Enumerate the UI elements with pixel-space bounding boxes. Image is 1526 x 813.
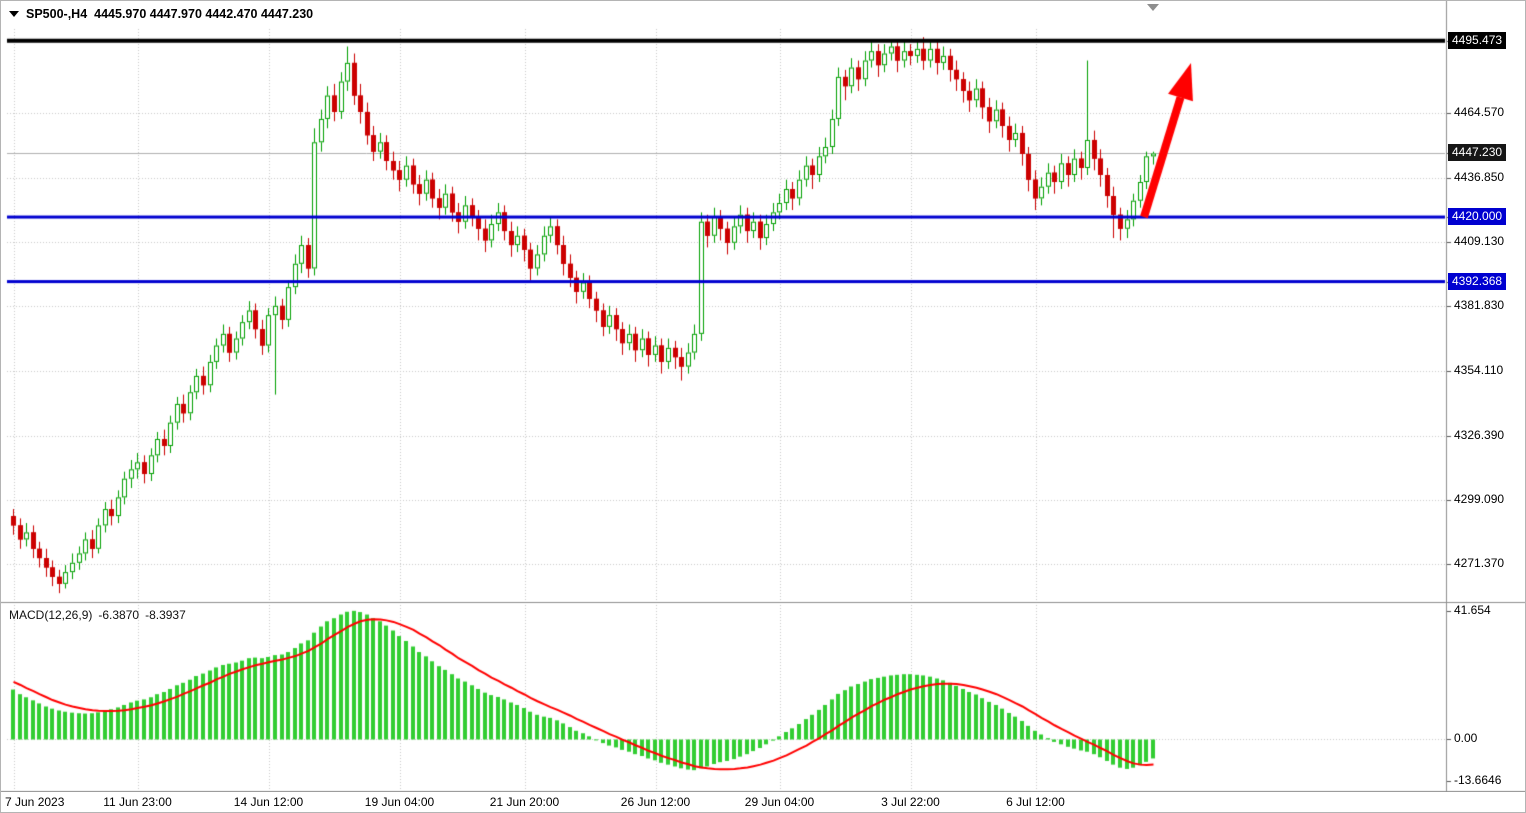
time-axis-label: 6 Jul 12:00 <box>1006 795 1065 809</box>
price-axis-tick-label: 4326.390 <box>1454 427 1505 442</box>
macd-axis-tick-label: -13.6646 <box>1454 772 1502 787</box>
macd-axis-tick-label: 41.654 <box>1454 602 1491 617</box>
macd-signal-value: -8.3937 <box>145 608 186 622</box>
macd-indicator-label: MACD(12,26,9) -6.3870 -8.3937 <box>9 608 186 622</box>
macd-name: MACD(12,26,9) <box>9 608 93 622</box>
macd-main-value: -6.3870 <box>98 608 140 622</box>
time-axis-label: 7 Jun 2023 <box>5 795 65 809</box>
price-axis-tick-label: 4271.370 <box>1454 556 1505 571</box>
time-axis-label: 29 Jun 04:00 <box>744 795 815 809</box>
time-axis-label: 14 Jun 12:00 <box>233 795 304 809</box>
symbol-period-label: SP500-,H4 <box>26 7 88 21</box>
quick-trade-toggle-icon[interactable] <box>9 11 19 17</box>
time-axis-label: 3 Jul 22:00 <box>881 795 940 809</box>
time-axis[interactable]: 7 Jun 2023 11 Jun 23:00 14 Jun 12:00 19 Jun… <box>1 792 1446 812</box>
price-axis-tick-label: 4464.570 <box>1454 104 1505 119</box>
time-axis-label: 19 Jun 04:00 <box>364 795 435 809</box>
price-axis-tick-label: 4409.130 <box>1454 234 1505 249</box>
support-level-label-4420: 4420.000 <box>1448 208 1507 226</box>
support-level-label-4392: 4392.368 <box>1448 272 1507 290</box>
price-axis-tick-label: 4436.850 <box>1454 169 1505 184</box>
ohlc-values: 4445.970 4447.970 4442.470 4447.230 <box>94 7 314 21</box>
time-axis-label: 26 Jun 12:00 <box>620 795 691 809</box>
macd-axis-tick-label: 0.00 <box>1454 730 1478 745</box>
current-price-label: 4447.230 <box>1448 144 1507 162</box>
price-axis[interactable]: 4464.570 4436.850 4409.130 4381.830 4354.110… <box>1447 1 1525 791</box>
price-axis-tick-label: 4299.090 <box>1454 491 1505 506</box>
chart-header: SP500-,H4 4445.970 4447.970 4442.470 444… <box>9 7 313 21</box>
time-axis-label: 21 Jun 20:00 <box>489 795 560 809</box>
resistance-level-label: 4495.473 <box>1448 31 1507 49</box>
time-axis-label: 11 Jun 23:00 <box>103 795 172 809</box>
chart-shift-marker-icon[interactable] <box>1147 4 1159 11</box>
price-axis-tick-label: 4381.830 <box>1454 298 1505 313</box>
price-axis-tick-label: 4354.110 <box>1454 362 1504 377</box>
